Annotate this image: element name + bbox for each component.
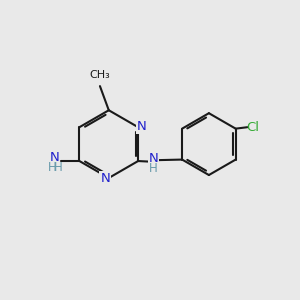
Text: H: H [54, 161, 63, 174]
Text: H: H [47, 161, 56, 174]
Text: N: N [49, 151, 59, 164]
Text: N: N [148, 152, 158, 165]
Text: CH₃: CH₃ [90, 70, 110, 80]
Text: N: N [100, 172, 110, 185]
Text: N: N [137, 120, 146, 133]
Text: Cl: Cl [246, 121, 259, 134]
Text: H: H [149, 162, 158, 175]
